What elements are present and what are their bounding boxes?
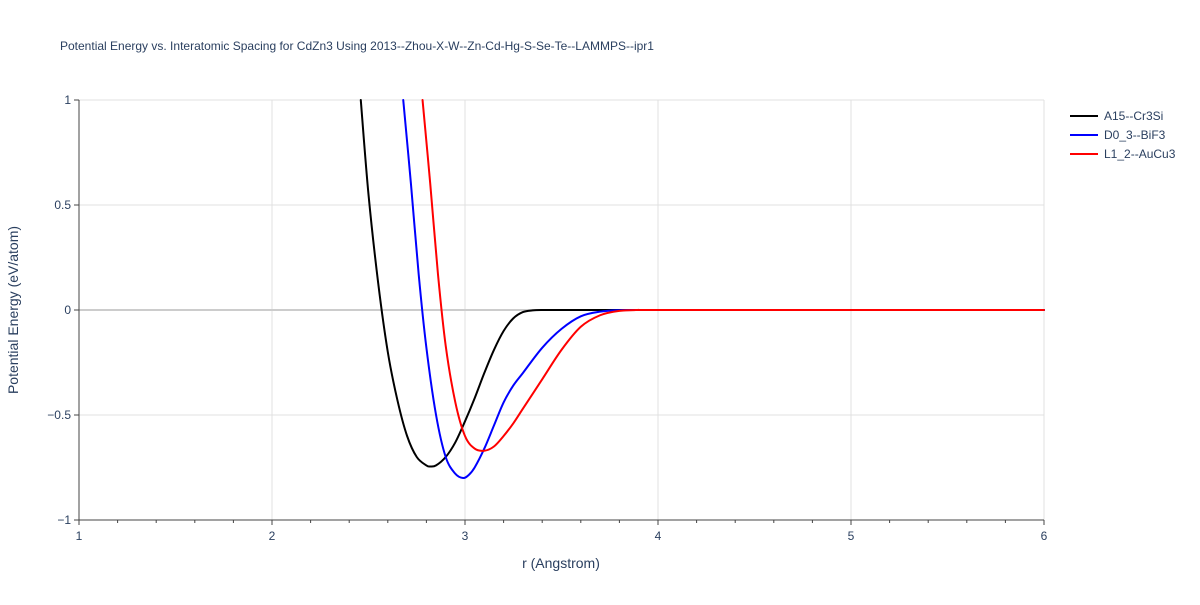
x-tick-label: 4 — [655, 529, 662, 543]
x-axis-label: r (Angstrom) — [522, 555, 600, 571]
legend[interactable]: A15--Cr3Si D0_3--BiF3 L1_2--AuCu3 — [1070, 109, 1176, 161]
series-line — [421, 99, 1045, 452]
x-tick-label: 6 — [1041, 529, 1048, 543]
y-tick-label: 0 — [64, 303, 71, 317]
legend-label: L1_2--AuCu3 — [1104, 147, 1176, 161]
y-axis-label: Potential Energy (eV/atom) — [5, 226, 21, 394]
legend-item[interactable]: D0_3--BiF3 — [1070, 128, 1166, 142]
x-tick-label: 2 — [269, 529, 276, 543]
legend-label: D0_3--BiF3 — [1104, 128, 1166, 142]
legend-label: A15--Cr3Si — [1104, 109, 1163, 123]
x-tick-label: 5 — [848, 529, 855, 543]
legend-item[interactable]: A15--Cr3Si — [1070, 109, 1163, 123]
x-tick-label: 1 — [76, 529, 83, 543]
legend-item[interactable]: L1_2--AuCu3 — [1070, 147, 1176, 161]
x-tick-label: 3 — [462, 529, 469, 543]
y-tick-label: −1 — [57, 513, 71, 527]
chart-title: Potential Energy vs. Interatomic Spacing… — [60, 39, 654, 53]
y-tick-label: 1 — [64, 93, 71, 107]
y-tick-label: −0.5 — [47, 408, 71, 422]
series-layer — [359, 99, 1045, 480]
axis-layer: 1 2 3 4 5 6 −1 −0.5 0 0.5 1 — [47, 93, 1047, 543]
y-tick-label: 0.5 — [54, 198, 71, 212]
